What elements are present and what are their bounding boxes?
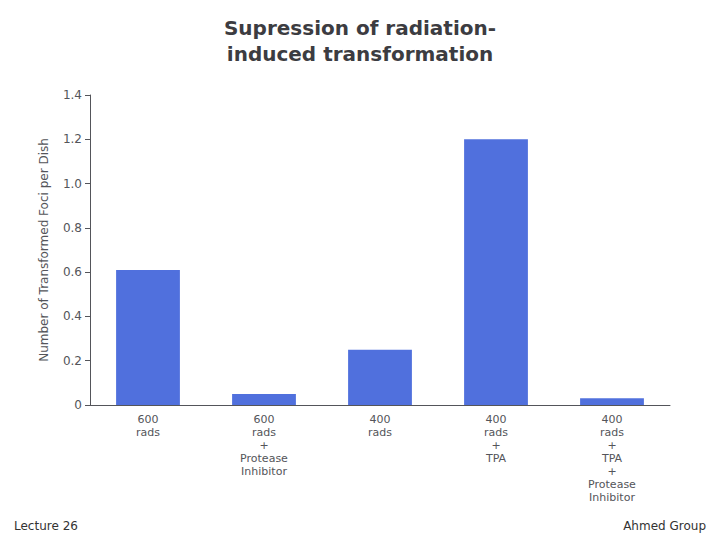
svg-text:0.2: 0.2: [63, 354, 82, 368]
svg-text:rads: rads: [252, 426, 276, 439]
svg-text:0.6: 0.6: [63, 265, 82, 279]
svg-text:600: 600: [138, 413, 159, 426]
svg-text:1.2: 1.2: [63, 132, 82, 146]
svg-text:TPA: TPA: [601, 452, 623, 465]
svg-text:Inhibitor: Inhibitor: [241, 465, 287, 478]
svg-text:1.0: 1.0: [63, 177, 82, 191]
svg-text:Inhibitor: Inhibitor: [589, 491, 635, 504]
svg-text:+: +: [491, 439, 500, 452]
svg-text:Lecture 26: Lecture 26: [14, 519, 78, 533]
svg-text:rads: rads: [484, 426, 508, 439]
svg-text:rads: rads: [136, 426, 160, 439]
svg-text:Protease: Protease: [240, 452, 288, 465]
svg-text:rads: rads: [368, 426, 392, 439]
svg-text:Protease: Protease: [588, 478, 636, 491]
svg-text:0: 0: [74, 398, 82, 412]
svg-text:rads: rads: [600, 426, 624, 439]
svg-text:+: +: [607, 465, 616, 478]
svg-text:TPA: TPA: [485, 452, 507, 465]
svg-text:400: 400: [370, 413, 391, 426]
svg-text:Supression of radiation-: Supression of radiation-: [224, 16, 496, 40]
svg-text:0.8: 0.8: [63, 221, 82, 235]
svg-text:400: 400: [602, 413, 623, 426]
svg-text:+: +: [607, 439, 616, 452]
svg-text:1.4: 1.4: [63, 88, 82, 102]
svg-text:400: 400: [486, 413, 507, 426]
svg-text:+: +: [259, 439, 268, 452]
svg-text:0.4: 0.4: [63, 309, 82, 323]
svg-text:induced transformation: induced transformation: [227, 42, 493, 66]
svg-text:Ahmed Group: Ahmed Group: [623, 519, 706, 533]
svg-text:600: 600: [254, 413, 275, 426]
svg-text:Number of Transformed Foci per: Number of Transformed Foci per Dish: [37, 138, 51, 362]
